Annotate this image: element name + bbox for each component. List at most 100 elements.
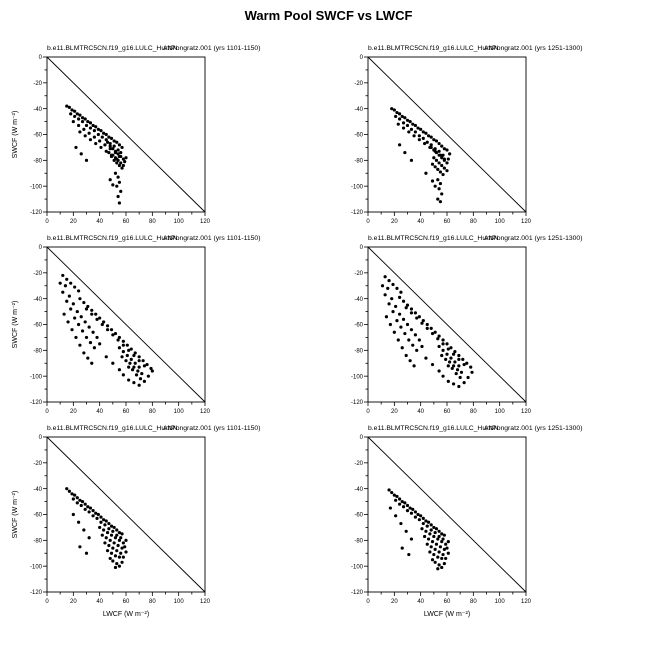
scatter-point	[441, 342, 445, 346]
x-tick-label: 20	[391, 599, 398, 605]
scatter-point	[108, 144, 112, 148]
scatter-point	[437, 550, 441, 554]
scatter-point	[417, 338, 421, 342]
x-tick-label: 100	[174, 599, 185, 605]
scatter-point	[119, 551, 123, 555]
scatter-point	[429, 545, 433, 549]
y-tick-label: -120	[351, 400, 364, 406]
scatter-point	[87, 325, 91, 329]
scatter-point	[102, 320, 106, 324]
scatter-point	[92, 135, 96, 139]
scatter-point	[77, 289, 81, 293]
x-tick-label: 60	[444, 409, 451, 415]
scatter-point	[442, 166, 446, 170]
scatter-point	[111, 147, 115, 151]
scatter-point	[403, 150, 407, 155]
scatter-point	[404, 529, 408, 533]
scatter-point	[84, 123, 89, 128]
scatter-point	[117, 564, 122, 568]
scatter-point	[117, 538, 122, 542]
y-tick-label: -60	[354, 133, 363, 139]
scatter-point	[462, 362, 466, 367]
scatter-point	[436, 167, 440, 171]
scatter-point	[424, 131, 428, 135]
x-tick-label: 40	[96, 219, 103, 225]
scatter-point	[71, 497, 75, 501]
scatter-point	[113, 554, 118, 558]
scatter-point	[94, 312, 98, 316]
scatter-point	[83, 134, 87, 138]
scatter-point	[432, 534, 436, 539]
scatter-point	[409, 537, 414, 541]
x-tick-label: 120	[200, 409, 211, 415]
scatter-point	[407, 338, 411, 342]
scatter-point	[116, 148, 120, 152]
scatter-point	[398, 312, 402, 316]
scatter-point	[433, 530, 437, 535]
scatter-point	[429, 135, 433, 139]
scatter-point	[105, 140, 110, 144]
scatter-point	[416, 512, 420, 517]
scatter-point	[86, 119, 90, 124]
scatter-point	[383, 275, 387, 279]
scatter-point	[104, 355, 108, 359]
scatter-point	[116, 194, 120, 199]
scatter-point	[121, 163, 125, 168]
scatter-point	[112, 541, 116, 545]
scatter-point	[95, 335, 99, 340]
scatter-point	[405, 503, 410, 508]
y-tick-label: 0	[360, 245, 364, 251]
ann-label: ANN	[484, 45, 498, 52]
scatter-point	[104, 149, 108, 153]
scatter-points	[65, 104, 128, 205]
scatter-point	[440, 192, 444, 196]
x-tick-label: 80	[149, 409, 156, 415]
scatter-point	[78, 343, 82, 347]
scatter-point	[409, 511, 414, 515]
scatter-point	[440, 156, 444, 160]
scatter-point	[150, 369, 154, 373]
x-tick-label: 20	[70, 599, 77, 605]
scatter-point	[445, 546, 449, 550]
scatter-point	[442, 147, 446, 151]
scatter-point	[107, 543, 111, 548]
scatter-point	[137, 359, 141, 363]
scatter-point	[124, 538, 128, 542]
scatter-point	[111, 546, 115, 550]
scatter-point	[67, 489, 71, 493]
scatter-point	[100, 322, 104, 327]
panel-title: b.e11.BLMTRC5CN.f19_g16.LULC_HurttPongra…	[47, 235, 260, 242]
x-tick-label: 20	[70, 219, 77, 225]
scatter-point	[398, 497, 402, 501]
scatter-point	[421, 319, 425, 323]
scatter-point	[403, 331, 407, 336]
scatter-point	[459, 370, 464, 374]
scatter-point	[440, 532, 444, 536]
scatter-point	[425, 322, 429, 327]
y-tick-label: -120	[30, 210, 43, 216]
y-tick-label: -100	[30, 564, 43, 570]
scatter-point	[433, 547, 437, 551]
scatter-point	[400, 546, 404, 550]
scatter-point	[77, 117, 81, 121]
scatter-point	[120, 355, 124, 359]
scatter-point	[84, 307, 89, 311]
y-tick-label: -40	[33, 297, 42, 303]
scatter-point	[109, 154, 114, 159]
scatter-point	[441, 552, 445, 557]
scatter-point	[127, 378, 131, 382]
scatter-point	[408, 506, 412, 510]
scatter-point	[99, 515, 103, 519]
scatter-point	[98, 342, 102, 346]
scatter-point	[419, 127, 423, 131]
scatter-point	[392, 108, 396, 112]
scatter-point	[92, 129, 96, 133]
scatter-point	[424, 529, 428, 533]
scatter-point	[444, 542, 448, 546]
scatter-point	[71, 512, 75, 517]
scatter-point	[387, 278, 391, 283]
scatter-point	[67, 294, 71, 298]
scatter-point	[142, 364, 147, 368]
scatter-point	[78, 545, 82, 549]
y-tick-label: -120	[351, 210, 364, 216]
